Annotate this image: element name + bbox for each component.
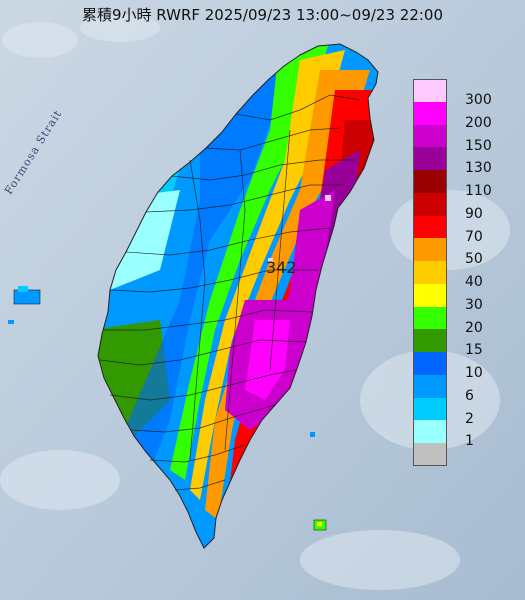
legend-swatch — [413, 79, 447, 102]
legend-swatch — [413, 124, 447, 148]
legend-row: 300 — [413, 79, 520, 108]
legend-row: 1 — [413, 420, 520, 449]
legend-row: 150 — [413, 124, 520, 154]
legend-label: 20 — [465, 319, 483, 336]
legend-row: 6 — [413, 374, 520, 404]
legend-label: 200 — [465, 114, 492, 131]
legend-swatch — [413, 101, 447, 125]
offshore-islands — [8, 286, 327, 531]
legend-row: 110 — [413, 170, 520, 199]
legend-swatch — [413, 374, 447, 398]
map-title: 累積9小時 RWRF 2025/09/23 13:00~09/23 22:00 — [81, 6, 444, 24]
legend-swatch — [413, 397, 447, 421]
legend-label: 70 — [465, 228, 483, 245]
district-boundaries — [99, 94, 361, 491]
legend-label: 90 — [465, 205, 483, 222]
legend-swatch — [413, 170, 447, 193]
legend-label: 1 — [465, 433, 474, 450]
max-rainfall-label: 342 — [266, 258, 297, 277]
legend-row: 70 — [413, 215, 520, 245]
legend-row — [413, 443, 520, 466]
legend-row: 200 — [413, 101, 520, 131]
rainfall-legend: 300 200 150 130 110 90 70 50 40 30 20 15 10 6 2 1 — [413, 79, 520, 466]
legend-label: 150 — [465, 137, 492, 154]
legend-swatch — [413, 261, 447, 284]
legend-row: 2 — [413, 397, 520, 427]
legend-label: 50 — [465, 251, 483, 268]
cloud-texture — [0, 14, 510, 590]
legend-swatch — [413, 215, 447, 239]
legend-swatch — [413, 306, 447, 330]
legend-swatch — [413, 147, 447, 170]
legend-swatch — [413, 420, 447, 443]
legend-row: 20 — [413, 306, 520, 336]
legend-label: 40 — [465, 274, 483, 290]
legend-label: 6 — [465, 387, 474, 404]
legend-label: 10 — [465, 365, 483, 381]
legend-swatch — [413, 329, 447, 352]
legend-row: 10 — [413, 352, 520, 381]
legend-row: 130 — [413, 147, 520, 176]
legend-label: 300 — [465, 92, 492, 108]
legend-swatch — [413, 238, 447, 261]
legend-label: 30 — [465, 296, 483, 313]
legend-row: 30 — [413, 283, 520, 313]
legend-swatch — [413, 443, 447, 466]
legend-swatch — [413, 192, 447, 216]
legend-label: 15 — [465, 342, 483, 359]
legend-row: 15 — [413, 329, 520, 358]
legend-row: 40 — [413, 261, 520, 290]
legend-label: 130 — [465, 160, 492, 177]
legend-swatch — [413, 352, 447, 375]
legend-label: 2 — [465, 410, 474, 427]
legend-row: 50 — [413, 238, 520, 267]
legend-label: 110 — [465, 183, 492, 199]
legend-row: 90 — [413, 192, 520, 222]
legend-swatch — [413, 283, 447, 307]
